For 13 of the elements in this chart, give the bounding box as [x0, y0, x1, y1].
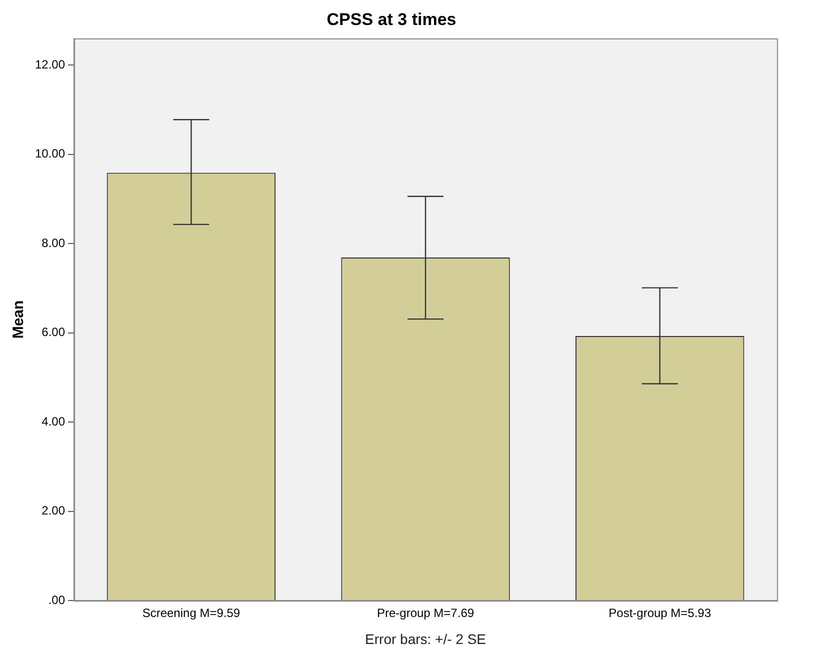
y-tick-label: 6.00 — [42, 325, 66, 340]
y-tick-label: .00 — [48, 592, 66, 607]
x-tick-label: Screening M=9.59 — [142, 606, 240, 620]
y-tick-label: 10.00 — [35, 146, 66, 161]
y-tick-label: 12.00 — [35, 57, 66, 72]
chart-title: CPSS at 3 times — [326, 10, 456, 29]
y-tick-label: 2.00 — [42, 504, 66, 518]
text: Error bars: +/- 2 SE — [365, 630, 486, 647]
y-tick-label: 4.00 — [42, 414, 66, 428]
y-axis-title: Mean — [10, 300, 28, 339]
y-tick-label: 8.00 — [42, 236, 66, 250]
x-tick-label: Pre-group M=7.69 — [376, 606, 474, 620]
x-tick-label: Post-group M=5.93 — [608, 606, 712, 620]
